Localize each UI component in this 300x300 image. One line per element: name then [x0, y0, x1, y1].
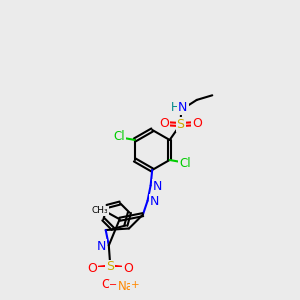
Text: N: N [153, 180, 162, 193]
Text: S: S [106, 260, 114, 274]
Text: −: − [110, 280, 118, 290]
Text: H: H [171, 101, 179, 114]
Text: S: S [176, 118, 184, 131]
Text: O: O [88, 262, 98, 275]
Text: O: O [159, 117, 169, 130]
Text: O: O [123, 262, 133, 275]
Text: N: N [96, 241, 106, 254]
Text: Na: Na [118, 280, 134, 293]
Text: CH₃: CH₃ [92, 206, 109, 215]
Text: N: N [150, 195, 159, 208]
Text: O: O [101, 278, 111, 291]
Text: N: N [178, 101, 188, 114]
Text: +: + [131, 280, 140, 290]
Text: Cl: Cl [113, 130, 125, 143]
Text: O: O [192, 117, 202, 130]
Text: Cl: Cl [179, 157, 191, 169]
